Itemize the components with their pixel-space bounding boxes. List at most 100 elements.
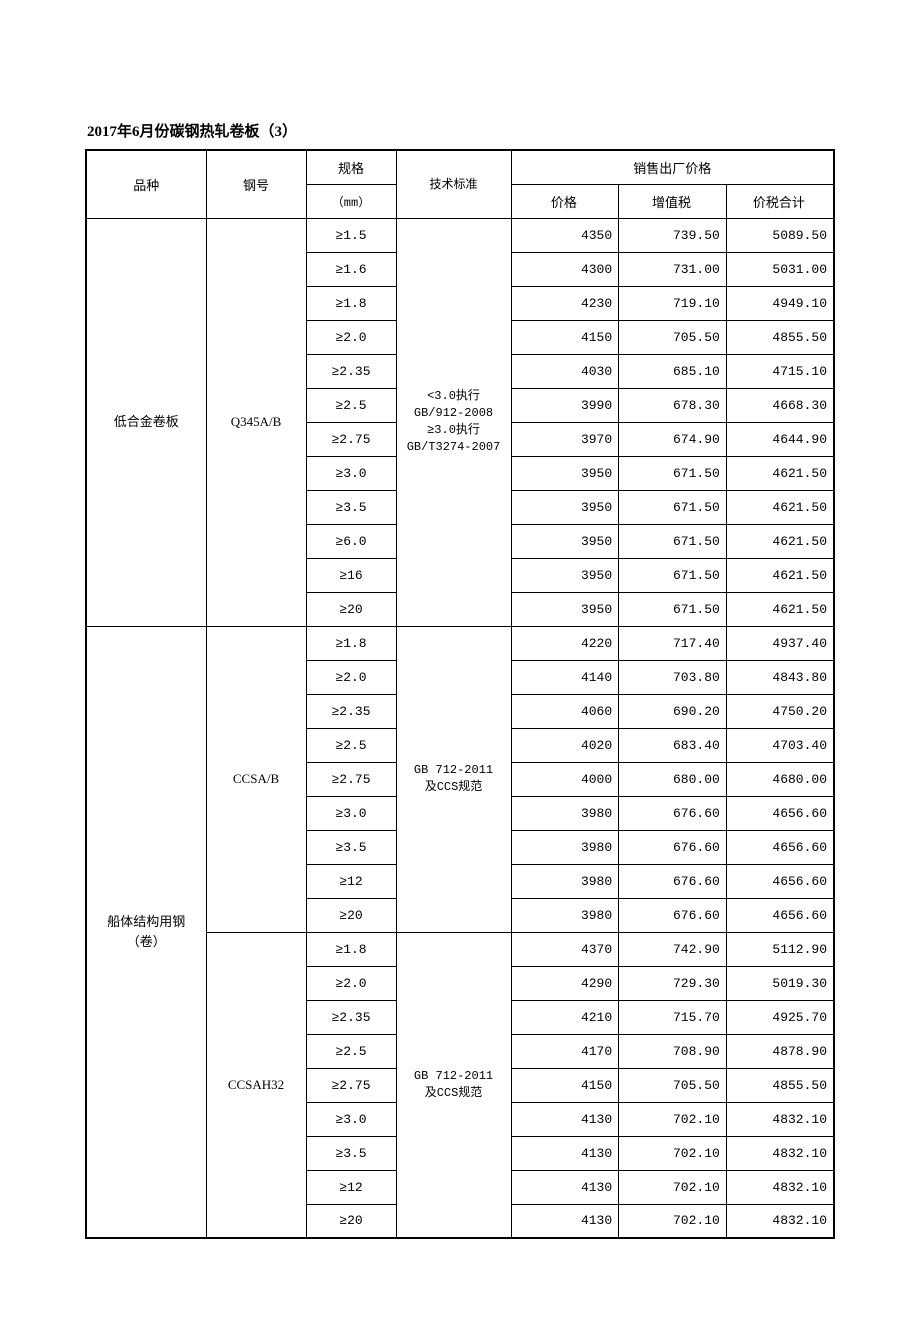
table-body: 低合金卷板Q345A/B≥1.5<3.0执行GB/912-2008≥3.0执行G…	[86, 218, 834, 1238]
vat-cell: 676.60	[619, 796, 727, 830]
product-cell: 低合金卷板	[86, 218, 206, 626]
price-cell: 4370	[511, 932, 619, 966]
header-total: 价税合计	[726, 184, 834, 218]
price-cell: 4300	[511, 252, 619, 286]
price-cell: 4030	[511, 354, 619, 388]
price-cell: 3980	[511, 898, 619, 932]
price-cell: 3970	[511, 422, 619, 456]
total-cell: 4621.50	[726, 558, 834, 592]
vat-cell: 671.50	[619, 524, 727, 558]
spec-cell: ≥20	[306, 898, 396, 932]
spec-cell: ≥12	[306, 1170, 396, 1204]
spec-cell: ≥16	[306, 558, 396, 592]
spec-cell: ≥1.8	[306, 286, 396, 320]
spec-cell: ≥2.75	[306, 762, 396, 796]
total-cell: 4855.50	[726, 1068, 834, 1102]
total-cell: 4621.50	[726, 490, 834, 524]
total-cell: 4703.40	[726, 728, 834, 762]
total-cell: 4832.10	[726, 1204, 834, 1238]
spec-cell: ≥2.75	[306, 422, 396, 456]
spec-cell: ≥2.0	[306, 966, 396, 1000]
total-cell: 4832.10	[726, 1102, 834, 1136]
spec-cell: ≥1.5	[306, 218, 396, 252]
standard-cell: GB 712-2011及CCS规范	[396, 626, 511, 932]
price-cell: 4220	[511, 626, 619, 660]
table-row: 低合金卷板Q345A/B≥1.5<3.0执行GB/912-2008≥3.0执行G…	[86, 218, 834, 252]
total-cell: 4680.00	[726, 762, 834, 796]
header-steel: 钢号	[206, 150, 306, 218]
price-cell: 3980	[511, 796, 619, 830]
vat-cell: 742.90	[619, 932, 727, 966]
table-row: 船体结构用钢（卷）CCSA/B≥1.8GB 712-2011及CCS规范4220…	[86, 626, 834, 660]
total-cell: 4843.80	[726, 660, 834, 694]
total-cell: 4937.40	[726, 626, 834, 660]
spec-cell: ≥3.0	[306, 456, 396, 490]
steel-cell: CCSAH32	[206, 932, 306, 1238]
spec-cell: ≥2.5	[306, 388, 396, 422]
price-cell: 4230	[511, 286, 619, 320]
spec-cell: ≥2.35	[306, 694, 396, 728]
vat-cell: 690.20	[619, 694, 727, 728]
vat-cell: 705.50	[619, 320, 727, 354]
total-cell: 5031.00	[726, 252, 834, 286]
spec-cell: ≥3.5	[306, 830, 396, 864]
spec-cell: ≥2.0	[306, 660, 396, 694]
total-cell: 4925.70	[726, 1000, 834, 1034]
spec-cell: ≥6.0	[306, 524, 396, 558]
header-price-group: 销售出厂价格	[511, 150, 834, 184]
product-cell: 船体结构用钢（卷）	[86, 626, 206, 1238]
total-cell: 4656.60	[726, 830, 834, 864]
price-cell: 4350	[511, 218, 619, 252]
header-spec-unit: （mm）	[306, 184, 396, 218]
spec-cell: ≥1.8	[306, 932, 396, 966]
price-cell: 4140	[511, 660, 619, 694]
vat-cell: 685.10	[619, 354, 727, 388]
total-cell: 4949.10	[726, 286, 834, 320]
total-cell: 4621.50	[726, 592, 834, 626]
standard-cell: <3.0执行GB/912-2008≥3.0执行GB/T3274-2007	[396, 218, 511, 626]
total-cell: 4832.10	[726, 1136, 834, 1170]
vat-cell: 676.60	[619, 830, 727, 864]
total-cell: 4878.90	[726, 1034, 834, 1068]
vat-cell: 683.40	[619, 728, 727, 762]
spec-cell: ≥3.0	[306, 1102, 396, 1136]
total-cell: 4668.30	[726, 388, 834, 422]
total-cell: 4644.90	[726, 422, 834, 456]
total-cell: 5089.50	[726, 218, 834, 252]
price-cell: 3990	[511, 388, 619, 422]
spec-cell: ≥3.5	[306, 490, 396, 524]
total-cell: 4855.50	[726, 320, 834, 354]
vat-cell: 671.50	[619, 456, 727, 490]
price-cell: 4060	[511, 694, 619, 728]
vat-cell: 671.50	[619, 490, 727, 524]
vat-cell: 674.90	[619, 422, 727, 456]
vat-cell: 676.60	[619, 864, 727, 898]
spec-cell: ≥1.6	[306, 252, 396, 286]
total-cell: 4656.60	[726, 898, 834, 932]
page-title: 2017年6月份碳钢热轧卷板（3）	[85, 120, 835, 141]
price-cell: 3980	[511, 830, 619, 864]
price-cell: 3980	[511, 864, 619, 898]
vat-cell: 708.90	[619, 1034, 727, 1068]
vat-cell: 739.50	[619, 218, 727, 252]
steel-cell: Q345A/B	[206, 218, 306, 626]
spec-cell: ≥3.5	[306, 1136, 396, 1170]
vat-cell: 702.10	[619, 1204, 727, 1238]
header-price: 价格	[511, 184, 619, 218]
price-cell: 4130	[511, 1204, 619, 1238]
price-cell: 4020	[511, 728, 619, 762]
price-cell: 4000	[511, 762, 619, 796]
vat-cell: 702.10	[619, 1102, 727, 1136]
vat-cell: 719.10	[619, 286, 727, 320]
vat-cell: 671.50	[619, 558, 727, 592]
price-cell: 4290	[511, 966, 619, 1000]
price-table: 品种 钢号 规格 技术标准 销售出厂价格 （mm） 价格 增值税 价税合计 低合…	[85, 149, 835, 1239]
vat-cell: 671.50	[619, 592, 727, 626]
spec-cell: ≥12	[306, 864, 396, 898]
price-cell: 4150	[511, 320, 619, 354]
spec-cell: ≥2.5	[306, 1034, 396, 1068]
total-cell: 4656.60	[726, 796, 834, 830]
header-standard: 技术标准	[396, 150, 511, 218]
vat-cell: 705.50	[619, 1068, 727, 1102]
standard-cell: GB 712-2011及CCS规范	[396, 932, 511, 1238]
